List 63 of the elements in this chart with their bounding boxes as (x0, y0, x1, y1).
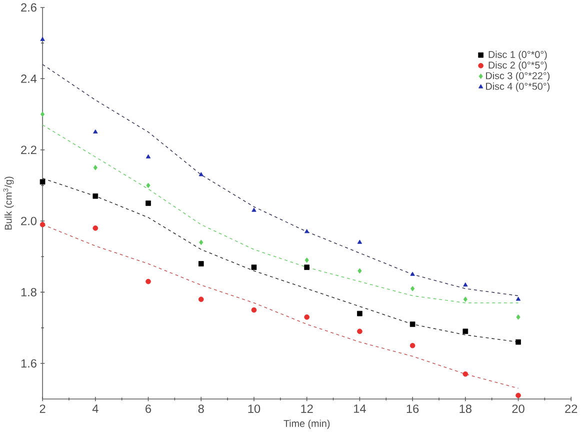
point (357, 240, 362, 244)
point (516, 314, 520, 320)
point (40, 36, 45, 41)
point (199, 240, 204, 245)
x-tick-label: 8 (198, 404, 204, 413)
x-axis-title: Time (min) (284, 420, 330, 429)
point (357, 328, 362, 334)
point (410, 342, 416, 348)
y-axis-title: Bulk (cm$^{3}$/g) (3, 176, 14, 230)
y-tick-label: 2.4 (21, 74, 37, 83)
y-tick-label: 1.6 (21, 359, 36, 368)
point (146, 278, 151, 284)
point (146, 154, 151, 158)
point (93, 129, 98, 134)
point (463, 282, 468, 286)
point (304, 228, 310, 234)
point (198, 260, 204, 266)
point (516, 392, 521, 398)
legend-label: Disc 4 (0°*50°) (486, 82, 550, 92)
line-series (42, 124, 519, 304)
point (92, 225, 98, 231)
point (93, 164, 98, 170)
point (463, 296, 468, 302)
point (146, 182, 150, 188)
point (516, 339, 521, 345)
x-tick-label: 10 (248, 404, 260, 413)
x-tick-label: 16 (406, 404, 419, 413)
point (357, 310, 362, 316)
point (462, 328, 468, 334)
point (40, 179, 46, 184)
x-tick-label: 6 (146, 404, 152, 413)
point (252, 208, 256, 212)
x-tick-label: 20 (512, 404, 524, 413)
y-tick-label: 1.8 (21, 288, 36, 296)
x-tick-label: 18 (460, 404, 472, 413)
point (516, 296, 521, 301)
x-tick-label: 12 (301, 404, 313, 413)
point (410, 272, 415, 276)
point (304, 314, 310, 320)
point (146, 200, 151, 206)
y-tick-label: 2.2 (21, 146, 36, 154)
legend-label: Disc 3 (0°*22°) (486, 72, 550, 82)
point (40, 222, 46, 228)
y-tick-label: 2.6 (21, 3, 36, 12)
point (304, 264, 310, 270)
point (40, 111, 45, 117)
point (410, 286, 415, 292)
point (198, 296, 204, 302)
x-tick-label: 2 (40, 404, 46, 413)
point (251, 307, 257, 313)
point (92, 193, 98, 199)
x-tick-label: 14 (354, 404, 366, 413)
legend-label: Disc 2 (0°*5°) (488, 61, 547, 70)
point (198, 172, 204, 176)
y-tick-label: 2.0 (21, 216, 37, 226)
legend-label: Disc 1 (0°*0°) (488, 50, 547, 60)
x-tick-label: 22 (565, 404, 578, 413)
point (304, 257, 309, 263)
point (410, 321, 416, 327)
point (251, 264, 257, 270)
point (358, 268, 362, 274)
point (462, 371, 468, 377)
x-tick-label: 4 (92, 404, 98, 413)
